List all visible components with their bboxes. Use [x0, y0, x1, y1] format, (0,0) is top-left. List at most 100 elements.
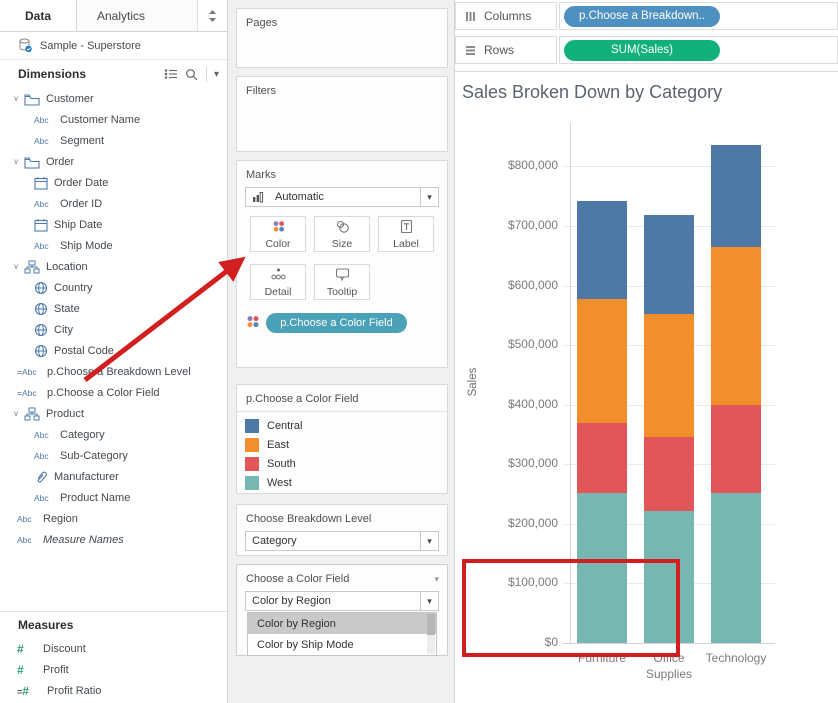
field-customer[interactable]: ∨ Customer: [0, 88, 227, 109]
bar-segment-central-office-supplies[interactable]: [644, 215, 694, 314]
columns-pill[interactable]: p.Choose a Breakdown..: [564, 6, 720, 27]
field-order[interactable]: ∨Order: [0, 151, 227, 172]
bar-segment-west-office-supplies[interactable]: [644, 511, 694, 643]
bar-segment-south-office-supplies[interactable]: [644, 437, 694, 512]
field-label: City: [54, 324, 73, 336]
field-region[interactable]: AbcRegion: [0, 508, 227, 529]
breakdown-parameter-card: Choose Breakdown Level Category ▾: [236, 504, 448, 556]
field-label: Profit: [43, 664, 69, 676]
legend-swatch: [245, 476, 259, 490]
expand-caret-icon[interactable]: ∨: [8, 262, 24, 271]
pane-tabs: Data Analytics: [0, 0, 227, 32]
field-label: p.Choose a Breakdown Level: [47, 366, 191, 378]
mark-type-caret-icon[interactable]: ▾: [420, 188, 438, 206]
field-order-date[interactable]: Order Date: [0, 172, 227, 193]
field-category[interactable]: AbcCategory: [0, 424, 227, 445]
datasource-item[interactable]: Sample - Superstore: [0, 32, 227, 60]
field-product-name[interactable]: AbcProduct Name: [0, 487, 227, 508]
expand-caret-icon[interactable]: ∨: [8, 409, 24, 418]
bar-segment-west-technology[interactable]: [711, 493, 761, 643]
mark-type-value: Automatic: [269, 191, 420, 203]
field-product[interactable]: ∨Product: [0, 403, 227, 424]
field-location[interactable]: ∨Location: [0, 256, 227, 277]
legend-item-west[interactable]: West: [237, 473, 447, 492]
legend-item-east[interactable]: East: [237, 435, 447, 454]
label-button[interactable]: Label: [378, 216, 434, 252]
field-manufacturer[interactable]: Manufacturer: [0, 466, 227, 487]
field-country[interactable]: Country: [0, 277, 227, 298]
tooltip-button[interactable]: Tooltip: [314, 264, 370, 300]
rows-pill[interactable]: SUM(Sales): [564, 40, 720, 61]
options-scrollbar[interactable]: [427, 614, 435, 654]
dropdown-option-color-by-ship-mode[interactable]: Color by Ship Mode: [248, 634, 436, 655]
color-dots-icon: [245, 314, 261, 332]
marks-buttons: ColorSizeLabel DetailTooltip: [237, 207, 447, 300]
bar-segment-south-furniture[interactable]: [577, 423, 627, 493]
legend-item-south[interactable]: South: [237, 454, 447, 473]
dimensions-menu-caret-icon[interactable]: ▾: [214, 69, 219, 80]
field-label: Region: [43, 513, 78, 525]
search-icon[interactable]: [185, 68, 198, 81]
y-tick-label: $0: [488, 635, 558, 649]
field-p-choose-a-color-field[interactable]: =Abcp.Choose a Color Field: [0, 382, 227, 403]
bar-segment-south-technology[interactable]: [711, 405, 761, 494]
color-parameter-menu-caret-icon[interactable]: ▾: [434, 574, 439, 585]
field-postal-code[interactable]: Postal Code: [0, 340, 227, 361]
color-button[interactable]: Color: [250, 216, 306, 252]
legend-items: CentralEastSouthWest: [237, 416, 447, 492]
field-p-choose-a-breakdown-level[interactable]: =Abcp.Choose a Breakdown Level: [0, 361, 227, 382]
field-city[interactable]: City: [0, 319, 227, 340]
field-segment[interactable]: AbcSegment: [0, 130, 227, 151]
y-tick-label: $500,000: [488, 337, 558, 351]
bar-segment-east-technology[interactable]: [711, 247, 761, 405]
mark-type-dropdown[interactable]: Automatic ▾: [245, 187, 439, 207]
x-axis-line: [563, 643, 775, 644]
field-state[interactable]: State: [0, 298, 227, 319]
pages-label: Pages: [237, 9, 447, 33]
color-parameter-caret-icon[interactable]: ▾: [420, 592, 438, 610]
pages-shelf[interactable]: Pages: [236, 8, 448, 68]
field-label: Manufacturer: [54, 471, 119, 483]
field-order-id[interactable]: AbcOrder ID: [0, 193, 227, 214]
expand-caret-icon[interactable]: ∨: [8, 157, 24, 166]
tab-data[interactable]: Data: [0, 0, 77, 31]
field-label: Ship Mode: [60, 240, 113, 252]
marks-pill-row: p.Choose a Color Field: [237, 300, 447, 333]
options-scrollbar-thumb[interactable]: [427, 614, 435, 635]
pane-split-icon[interactable]: [197, 0, 227, 31]
globe-icon: [34, 281, 48, 295]
filters-shelf[interactable]: Filters: [236, 76, 448, 152]
detail-button[interactable]: Detail: [250, 264, 306, 300]
measure-discount[interactable]: #Discount: [0, 638, 227, 659]
breakdown-caret-icon[interactable]: ▾: [420, 532, 438, 550]
legend-item-central[interactable]: Central: [237, 416, 447, 435]
dropdown-option-color-by-region[interactable]: Color by Region: [248, 613, 436, 634]
bar-segment-east-office-supplies[interactable]: [644, 314, 694, 436]
columns-icon: [465, 11, 476, 22]
bar-segment-central-furniture[interactable]: [577, 201, 627, 299]
bar-segment-central-technology[interactable]: [711, 145, 761, 246]
measure-profit[interactable]: #Profit: [0, 659, 227, 680]
bar-segment-west-furniture[interactable]: [577, 493, 627, 643]
view-data-icon[interactable]: [164, 67, 178, 81]
tab-analytics[interactable]: Analytics: [77, 0, 197, 31]
field-label: Profit Ratio: [47, 685, 101, 697]
expand-caret-icon[interactable]: ∨: [8, 94, 24, 103]
field-ship-date[interactable]: Ship Date: [0, 214, 227, 235]
size-button[interactable]: Size: [314, 216, 370, 252]
bar-segment-east-furniture[interactable]: [577, 299, 627, 423]
color-field-pill[interactable]: p.Choose a Color Field: [266, 313, 407, 333]
field-measure-names[interactable]: AbcMeasure Names: [0, 529, 227, 550]
color-parameter-dropdown[interactable]: Color by Region ▾: [245, 591, 439, 611]
columns-shelf-body[interactable]: p.Choose a Breakdown..: [559, 2, 838, 30]
hierarchy-icon: [24, 407, 40, 421]
calendar-icon: [34, 218, 48, 232]
field-customer-name[interactable]: AbcCustomer Name: [0, 109, 227, 130]
field-ship-mode[interactable]: AbcShip Mode: [0, 235, 227, 256]
rows-shelf-body[interactable]: SUM(Sales): [559, 36, 838, 64]
breakdown-parameter-dropdown[interactable]: Category ▾: [245, 531, 439, 551]
field-label: Customer: [46, 93, 94, 105]
field-label: Order Date: [54, 177, 108, 189]
field-sub-category[interactable]: AbcSub-Category: [0, 445, 227, 466]
measure-profit-ratio[interactable]: =#Profit Ratio: [0, 680, 227, 701]
